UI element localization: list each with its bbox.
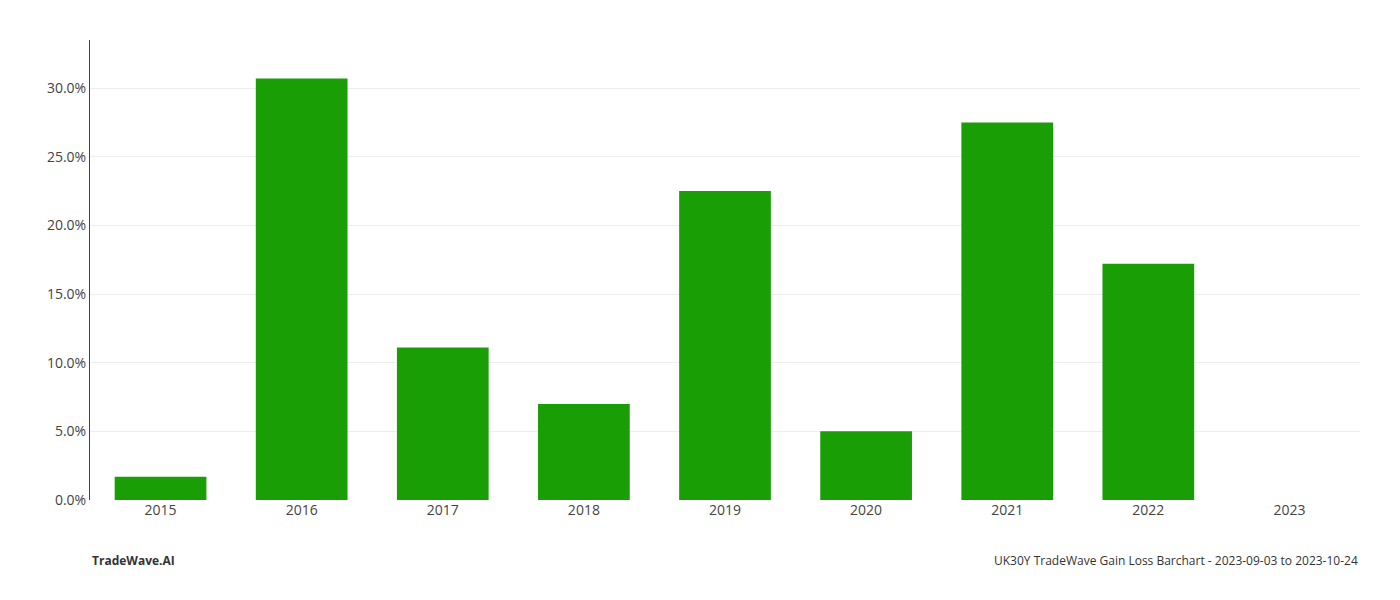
- svg-text:TradeWave.AI: TradeWave.AI: [92, 552, 175, 569]
- svg-text:UK30Y TradeWave Gain Loss Barc: UK30Y TradeWave Gain Loss Barchart - 202…: [994, 552, 1358, 569]
- svg-text:2023: 2023: [1273, 500, 1305, 519]
- svg-text:15.0%: 15.0%: [47, 284, 86, 303]
- svg-text:2018: 2018: [568, 500, 600, 519]
- svg-text:2021: 2021: [991, 500, 1023, 519]
- svg-text:2020: 2020: [850, 500, 882, 519]
- svg-text:0.0%: 0.0%: [55, 490, 86, 509]
- svg-text:2019: 2019: [709, 500, 741, 519]
- svg-text:2016: 2016: [286, 500, 318, 519]
- svg-text:2015: 2015: [145, 500, 177, 519]
- svg-text:25.0%: 25.0%: [47, 147, 86, 166]
- svg-text:2022: 2022: [1132, 500, 1164, 519]
- svg-text:5.0%: 5.0%: [55, 421, 86, 440]
- svg-text:30.0%: 30.0%: [47, 78, 86, 97]
- svg-text:2017: 2017: [427, 500, 459, 519]
- svg-text:10.0%: 10.0%: [47, 353, 86, 372]
- svg-text:20.0%: 20.0%: [47, 215, 86, 234]
